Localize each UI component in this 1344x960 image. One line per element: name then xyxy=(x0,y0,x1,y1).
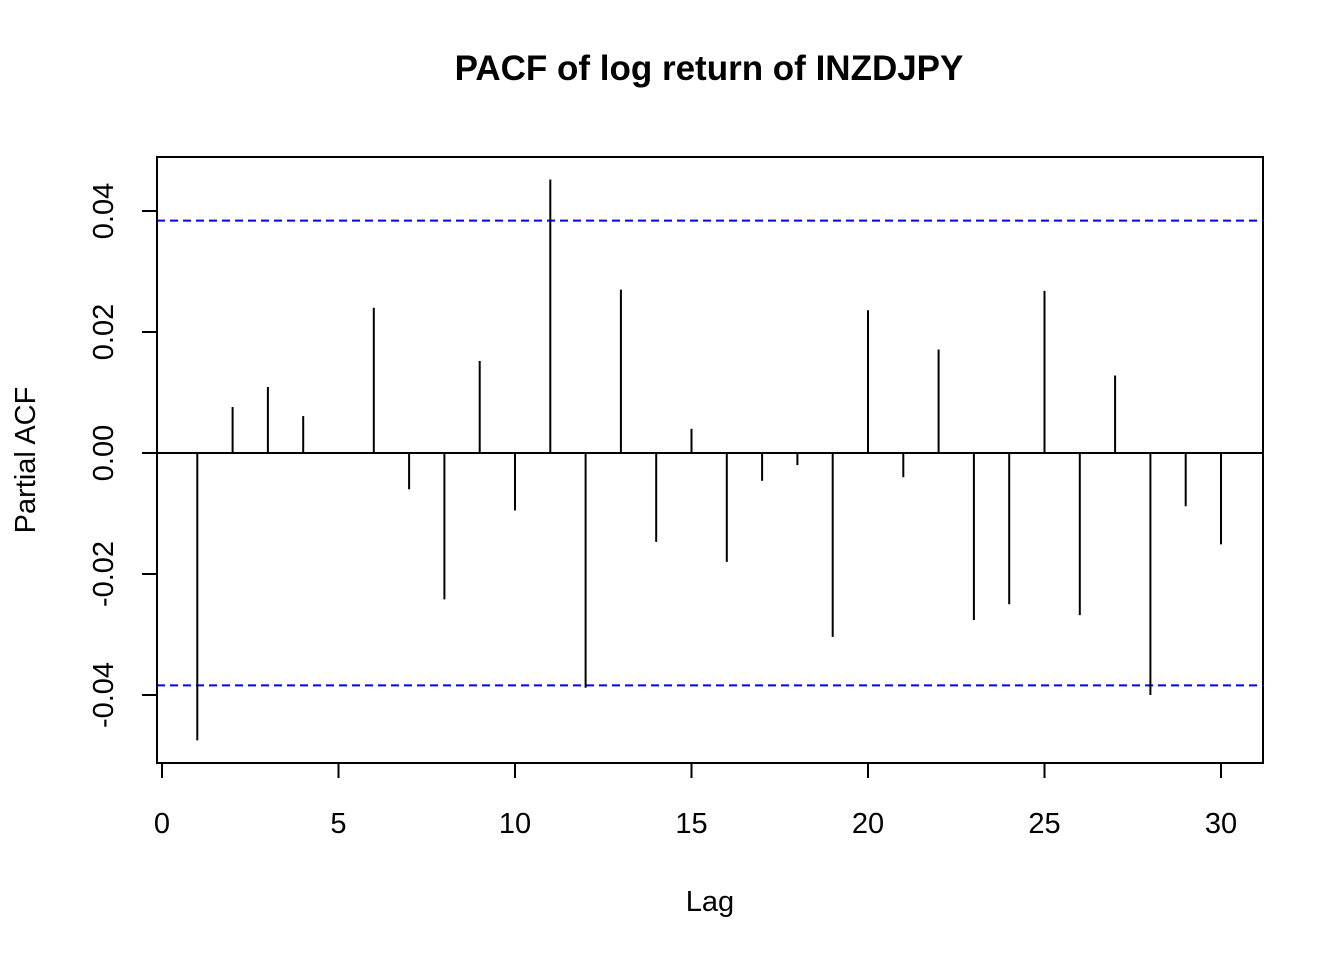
y-tick-label: 0.02 xyxy=(88,304,120,360)
confidence-bounds xyxy=(157,219,1263,687)
x-axis-label: Lag xyxy=(686,886,734,918)
y-tick-label: -0.02 xyxy=(88,541,120,607)
x-tick-label: 25 xyxy=(1028,808,1060,840)
y-axis-label: Partial ACF xyxy=(10,387,42,534)
x-axis: 0 5 10 15 20 25 30 xyxy=(154,762,1237,840)
y-tick-label: -0.04 xyxy=(88,662,120,728)
chart-title: PACF of log return of INZDJPY xyxy=(455,49,964,88)
y-axis: -0.04 -0.02 0.00 0.02 0.04 xyxy=(88,183,158,728)
x-tick-label: 5 xyxy=(330,808,346,840)
x-tick-label: 0 xyxy=(154,808,170,840)
pacf-bars xyxy=(196,179,1222,741)
plot-frame xyxy=(156,156,1264,764)
x-tick-label: 20 xyxy=(852,808,884,840)
x-tick-label: 10 xyxy=(499,808,531,840)
x-tick-label: 15 xyxy=(675,808,707,840)
y-tick-label: 0.00 xyxy=(88,425,120,481)
y-tick-label: 0.04 xyxy=(88,183,120,239)
x-tick-label: 30 xyxy=(1205,808,1237,840)
